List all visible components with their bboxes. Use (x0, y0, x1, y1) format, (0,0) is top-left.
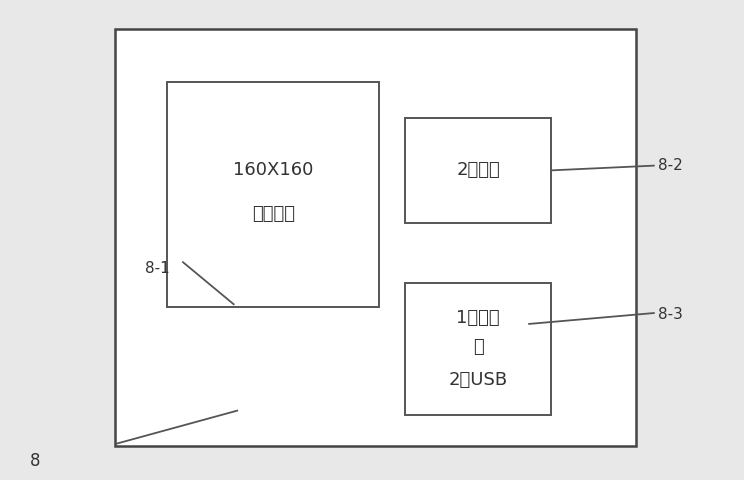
Text: 点阵液晶: 点阵液晶 (252, 204, 295, 223)
Text: 1路维护: 1路维护 (456, 309, 500, 327)
Text: 2路USB: 2路USB (449, 372, 507, 389)
Text: 8-3: 8-3 (658, 307, 683, 322)
Text: 2功能键: 2功能键 (456, 161, 500, 180)
Bar (167, 82, 379, 307)
Text: 口: 口 (472, 338, 484, 356)
Bar (405, 118, 551, 223)
Text: 8-1: 8-1 (145, 261, 170, 276)
Bar (115, 29, 636, 446)
Text: 8: 8 (30, 452, 40, 470)
Bar (405, 283, 551, 415)
Text: 8-2: 8-2 (658, 158, 683, 173)
Text: 160X160: 160X160 (233, 161, 314, 180)
